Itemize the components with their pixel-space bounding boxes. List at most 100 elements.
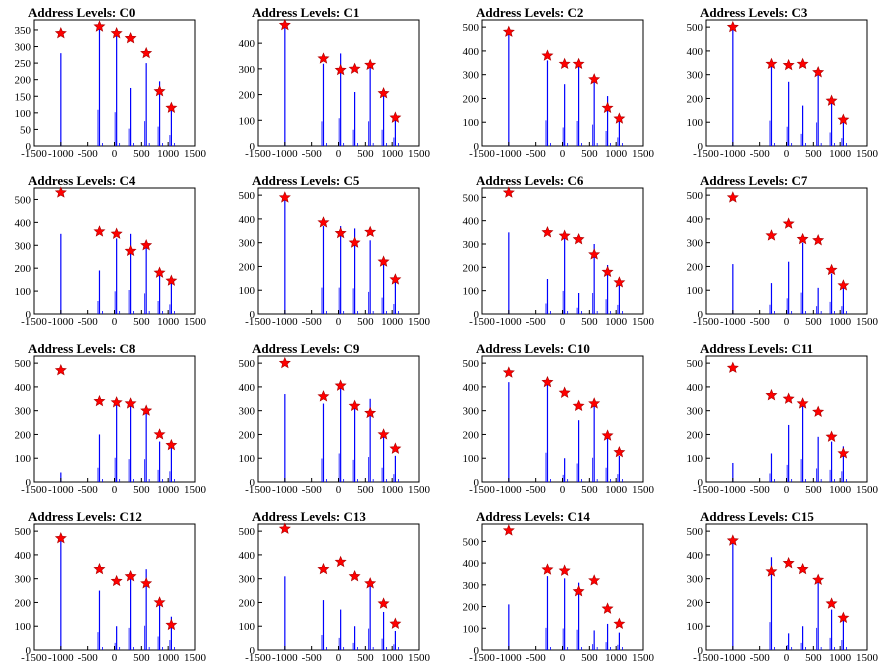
- peak-marker: [837, 447, 850, 459]
- histogram-panel: Address Levels: C1 0 100 200 300 400 -1500 -100…: [224, 0, 448, 168]
- peak-marker: [812, 234, 825, 246]
- peak-marker: [334, 379, 347, 391]
- peak-marker: [278, 522, 291, 534]
- y-tick-label: 100: [463, 453, 480, 465]
- y-tick-label: 500: [463, 536, 480, 548]
- y-tick-label: 250: [15, 58, 32, 70]
- x-tick-label: -1000: [272, 148, 298, 160]
- y-tick-label: 300: [687, 406, 704, 418]
- peak-marker: [348, 399, 361, 412]
- y-tick-label: 0: [250, 477, 256, 489]
- x-tick-label: 0: [112, 652, 118, 664]
- peak-marker: [572, 233, 585, 245]
- x-tick-label: 0: [112, 484, 118, 496]
- x-tick-label: 1500: [184, 484, 207, 496]
- peak-marker: [93, 562, 106, 575]
- y-tick-label: 0: [474, 309, 480, 321]
- y-tick-label: 300: [15, 406, 32, 418]
- peak-marker: [837, 611, 850, 624]
- peak-marker: [364, 225, 377, 238]
- x-tick-label: 1000: [381, 484, 404, 496]
- panel-plot: 0 100 200 300 400 500 -1500 -1000 -500 0 500 1000 15…: [15, 523, 207, 664]
- peak-marker: [796, 232, 809, 245]
- peak-marker: [389, 617, 402, 629]
- panel-title: Address Levels: C7: [700, 173, 808, 188]
- histogram-panel: Address Levels: C9 0 100 200 300 400 500 -1500-…: [224, 336, 448, 504]
- peak-marker: [726, 191, 739, 203]
- peak-marker: [613, 617, 626, 630]
- peak-marker: [812, 66, 825, 78]
- histogram-panel: Address Levels: C15 0 100 200 300 400 500 -1500…: [672, 504, 896, 672]
- y-tick-label: 0: [698, 141, 704, 153]
- x-tick-label: -500: [78, 148, 99, 160]
- x-tick-label: -1000: [720, 484, 746, 496]
- panel-plot: 0 100 200 300 400 500 -1500 -1000 -500 0 500 1000 15…: [463, 355, 655, 496]
- x-tick-label: 1500: [856, 484, 879, 496]
- peak-marker: [348, 570, 361, 582]
- x-tick-label: -500: [526, 484, 547, 496]
- y-tick-label: 200: [463, 262, 480, 274]
- peak-marker: [782, 217, 795, 229]
- y-tick-label: 400: [687, 550, 704, 562]
- peak-marker: [837, 279, 850, 291]
- y-tick-label: 0: [474, 141, 480, 153]
- x-tick-label: -500: [302, 484, 323, 496]
- y-tick-label: 300: [15, 240, 32, 252]
- y-tick-label: 0: [698, 309, 704, 321]
- x-tick-label: 1000: [157, 316, 180, 328]
- peak-marker: [124, 570, 137, 582]
- peak-marker: [140, 239, 153, 251]
- x-tick-label: 0: [784, 484, 790, 496]
- y-tick-label: 400: [239, 550, 256, 562]
- y-tick-label: 400: [239, 214, 256, 226]
- peak-marker: [613, 276, 626, 288]
- x-tick-label: -1500: [469, 652, 495, 664]
- peak-marker: [613, 446, 626, 458]
- y-tick-label: 350: [15, 25, 32, 37]
- x-tick-label: 0: [560, 652, 566, 664]
- y-tick-label: 200: [15, 75, 32, 87]
- peak-marker: [572, 399, 585, 412]
- panel-title: Address Levels: C15: [700, 509, 814, 524]
- x-tick-label: 0: [560, 316, 566, 328]
- peak-marker: [364, 577, 377, 589]
- x-tick-label: 1000: [605, 316, 628, 328]
- x-tick-label: -500: [526, 316, 547, 328]
- peak-marker: [278, 356, 291, 369]
- histogram-panel: Address Levels: C2 0 100 200 300 400 500 -1500-…: [448, 0, 672, 168]
- x-tick-label: 500: [805, 484, 822, 496]
- peak-marker: [782, 556, 795, 569]
- peak-marker: [348, 236, 361, 248]
- x-tick-label: -1500: [21, 148, 47, 160]
- y-tick-label: 500: [15, 358, 32, 370]
- x-tick-label: -1000: [720, 148, 746, 160]
- y-tick-label: 0: [26, 309, 32, 321]
- panel-plot: 0 100 200 300 400 500 -1500 -1000 -500 0 500 1000 15…: [687, 523, 879, 664]
- x-tick-label: -500: [78, 484, 99, 496]
- peak-marker: [588, 397, 601, 409]
- panel-plot: 0 100 200 300 400 500 -1500 -1000 -500 0 500 1000 15…: [463, 19, 655, 160]
- y-tick-label: 500: [239, 190, 256, 202]
- x-tick-label: -1500: [693, 652, 719, 664]
- y-tick-label: 300: [463, 70, 480, 82]
- y-tick-label: 400: [239, 38, 256, 50]
- panel-plot: 0 100 200 300 400 500 -1500 -1000 -500 0 500 1000 15…: [687, 355, 879, 496]
- x-tick-label: 500: [581, 148, 598, 160]
- x-tick-label: 1500: [408, 652, 431, 664]
- panel-title: Address Levels: C10: [476, 341, 590, 356]
- peak-marker: [110, 574, 123, 587]
- peak-marker: [377, 87, 390, 99]
- x-tick-label: -1500: [21, 484, 47, 496]
- y-tick-label: 100: [15, 621, 32, 633]
- y-tick-label: 200: [239, 597, 256, 609]
- panel-title: Address Levels: C2: [476, 5, 584, 20]
- y-tick-label: 500: [687, 358, 704, 370]
- x-tick-label: 500: [357, 316, 374, 328]
- peak-marker: [812, 405, 825, 417]
- y-tick-label: 200: [687, 261, 704, 273]
- peak-marker: [782, 58, 795, 71]
- y-tick-label: 100: [687, 117, 704, 129]
- peak-marker: [389, 442, 402, 454]
- x-tick-label: 500: [581, 316, 598, 328]
